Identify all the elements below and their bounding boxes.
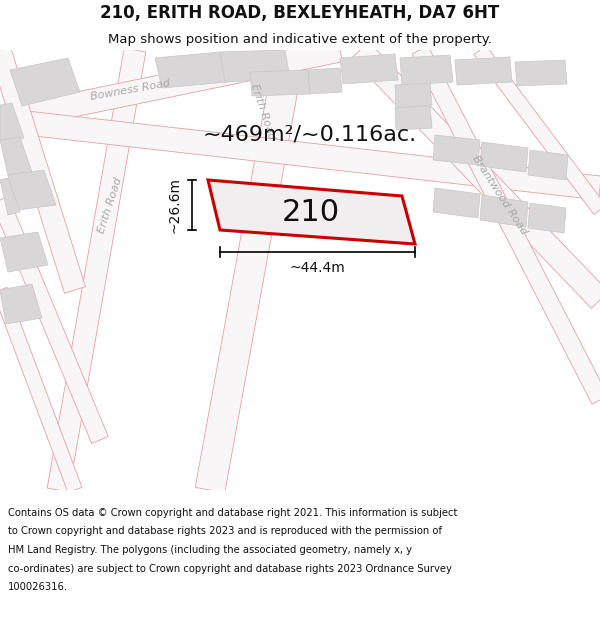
Polygon shape — [0, 288, 82, 492]
Polygon shape — [0, 196, 109, 444]
Polygon shape — [0, 38, 343, 132]
Polygon shape — [433, 135, 480, 165]
Polygon shape — [528, 150, 568, 180]
Polygon shape — [515, 60, 567, 86]
Polygon shape — [455, 57, 512, 85]
Polygon shape — [0, 284, 42, 324]
Polygon shape — [0, 232, 48, 272]
Text: to Crown copyright and database rights 2023 and is reproduced with the permissio: to Crown copyright and database rights 2… — [8, 526, 442, 536]
Polygon shape — [412, 46, 600, 404]
Polygon shape — [208, 180, 415, 244]
Polygon shape — [474, 46, 600, 214]
Text: 210, ERITH ROAD, BEXLEYHEATH, DA7 6HT: 210, ERITH ROAD, BEXLEYHEATH, DA7 6HT — [100, 4, 500, 21]
Polygon shape — [250, 70, 310, 96]
Polygon shape — [0, 108, 600, 200]
Polygon shape — [0, 103, 24, 142]
Polygon shape — [340, 54, 398, 84]
Text: co-ordinates) are subject to Crown copyright and database rights 2023 Ordnance S: co-ordinates) are subject to Crown copyr… — [8, 564, 452, 574]
Text: ~26.6m: ~26.6m — [167, 177, 181, 233]
Text: Bowness Road: Bowness Road — [89, 78, 170, 102]
Polygon shape — [400, 55, 453, 85]
Text: ~469m²/~0.116ac.: ~469m²/~0.116ac. — [203, 125, 417, 145]
Text: Erith Road: Erith Road — [249, 83, 277, 141]
Polygon shape — [433, 188, 480, 218]
Text: Contains OS data © Crown copyright and database right 2021. This information is : Contains OS data © Crown copyright and d… — [8, 508, 457, 518]
Text: HM Land Registry. The polygons (including the associated geometry, namely x, y: HM Land Registry. The polygons (includin… — [8, 545, 412, 555]
Polygon shape — [47, 48, 146, 492]
Polygon shape — [480, 142, 528, 172]
Polygon shape — [220, 50, 290, 82]
Polygon shape — [308, 68, 342, 94]
Polygon shape — [155, 52, 228, 88]
Polygon shape — [480, 195, 528, 227]
Polygon shape — [395, 106, 432, 130]
Polygon shape — [8, 170, 56, 210]
Text: 100026316.: 100026316. — [8, 582, 68, 592]
Text: ~44.4m: ~44.4m — [290, 261, 346, 275]
Polygon shape — [10, 58, 80, 106]
Text: 210: 210 — [282, 198, 340, 227]
Polygon shape — [352, 42, 600, 308]
Text: Brantwood Road: Brantwood Road — [470, 154, 529, 236]
Text: Erith Road: Erith Road — [96, 176, 124, 234]
Polygon shape — [0, 47, 85, 293]
Polygon shape — [395, 83, 432, 108]
Polygon shape — [528, 203, 566, 233]
Polygon shape — [0, 137, 32, 175]
Polygon shape — [195, 48, 305, 493]
Polygon shape — [0, 178, 20, 215]
Text: Map shows position and indicative extent of the property.: Map shows position and indicative extent… — [108, 32, 492, 46]
